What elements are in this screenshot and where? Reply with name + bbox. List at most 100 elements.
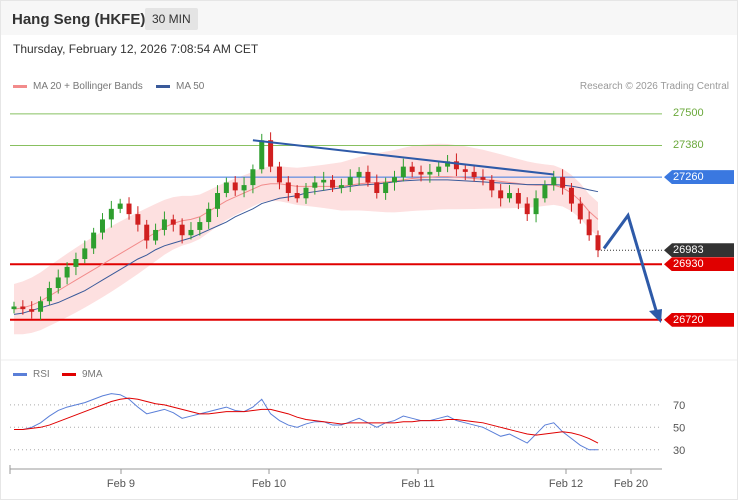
- candle: [498, 190, 504, 199]
- candle: [436, 166, 442, 172]
- candle: [38, 301, 44, 312]
- candle: [427, 171, 433, 175]
- candle: [321, 179, 327, 183]
- candle: [126, 203, 132, 215]
- candle: [312, 182, 318, 188]
- candle: [418, 171, 424, 175]
- candle: [507, 193, 513, 199]
- candle: [586, 219, 592, 236]
- legend-bollinger: MA 20 + Bollinger Bands: [13, 81, 143, 92]
- price-label-27260: 27260: [664, 170, 734, 185]
- candle: [524, 203, 530, 215]
- candle: [206, 208, 212, 223]
- candle: [188, 229, 194, 236]
- candle: [542, 185, 548, 199]
- candle: [347, 177, 353, 186]
- legend-rsi: RSI: [13, 369, 50, 380]
- candle: [259, 140, 265, 170]
- candle: [232, 182, 238, 191]
- candle: [11, 306, 17, 310]
- price-label-26930: 26930: [664, 257, 734, 272]
- bollinger-band: [14, 143, 598, 335]
- price-label-27500: 27500: [673, 106, 704, 119]
- trendline: [252, 139, 554, 176]
- candle: [471, 171, 477, 178]
- legend-rsi-label: RSI: [33, 369, 50, 380]
- candle: [197, 222, 203, 230]
- candle: [391, 177, 397, 183]
- candle: [285, 182, 291, 194]
- legend-9ma-swatch: [62, 372, 76, 376]
- candle: [383, 182, 389, 194]
- legend-ma50-swatch: [156, 84, 170, 88]
- candle: [551, 177, 557, 186]
- candle: [82, 248, 88, 259]
- price-label-27380: 27380: [673, 138, 704, 151]
- candle: [250, 169, 256, 186]
- candle: [268, 140, 274, 167]
- candle: [338, 185, 344, 188]
- legend-bollinger-swatch: [13, 84, 27, 88]
- legend-bollinger-label: MA 20 + Bollinger Bands: [33, 81, 143, 92]
- candle: [356, 171, 362, 178]
- candle: [568, 187, 574, 204]
- candle: [241, 185, 247, 191]
- legend-ma50: MA 50: [156, 81, 204, 92]
- rsi-line: [14, 393, 598, 451]
- price-label-26983: 26983: [664, 243, 734, 258]
- candle: [64, 266, 70, 278]
- candle: [20, 306, 26, 310]
- candle: [179, 224, 185, 236]
- x-tick-label: Feb 11: [401, 478, 434, 490]
- candle: [445, 161, 451, 167]
- candle: [153, 229, 159, 241]
- copyright: Research © 2026 Trading Central: [579, 81, 729, 92]
- candle: [453, 161, 459, 170]
- timestamp: Thursday, February 12, 2026 7:08:54 AM C…: [13, 42, 259, 56]
- x-tick-label: Feb 20: [614, 478, 648, 490]
- candle: [135, 214, 141, 225]
- rsi-tick-label: 50: [673, 422, 685, 434]
- candle: [29, 309, 35, 312]
- candle: [91, 232, 97, 249]
- legend-rsi-swatch: [13, 372, 27, 376]
- candle: [276, 166, 282, 183]
- candle: [560, 177, 566, 188]
- candle: [595, 235, 601, 251]
- candle: [409, 166, 415, 172]
- candle: [108, 208, 114, 220]
- x-tick-label: Feb 12: [549, 478, 583, 490]
- candle: [294, 193, 300, 199]
- candle: [46, 288, 52, 302]
- candle: [489, 179, 495, 191]
- rsi-tick-label: 70: [673, 400, 685, 412]
- legend-ma50-label: MA 50: [176, 81, 205, 92]
- x-tick-label: Feb 10: [252, 478, 286, 490]
- forecast-arrow: [602, 212, 660, 318]
- rsi-9ma-line: [14, 397, 599, 444]
- candle: [330, 179, 336, 188]
- candle: [73, 258, 79, 267]
- x-tick-label: Feb 9: [107, 478, 135, 490]
- forecast-arrowhead: [649, 309, 662, 324]
- candle: [400, 166, 406, 178]
- candle: [170, 219, 176, 225]
- candle: [55, 277, 61, 289]
- candle: [462, 169, 468, 172]
- candle: [533, 198, 539, 215]
- candle: [144, 224, 150, 241]
- candle: [223, 182, 229, 194]
- candle: [365, 171, 371, 183]
- candle: [161, 219, 167, 230]
- candle: [480, 177, 486, 180]
- chart-title: Hang Seng (HKFE): [12, 11, 146, 28]
- interval-button[interactable]: 30 MIN: [145, 8, 198, 30]
- candle: [215, 193, 221, 209]
- price-label-26720: 26720: [664, 312, 734, 327]
- candle: [117, 203, 123, 209]
- legend-9ma-label: 9MA: [82, 369, 103, 380]
- candle: [99, 219, 105, 233]
- candle: [577, 203, 583, 220]
- rsi-tick-label: 30: [673, 445, 685, 457]
